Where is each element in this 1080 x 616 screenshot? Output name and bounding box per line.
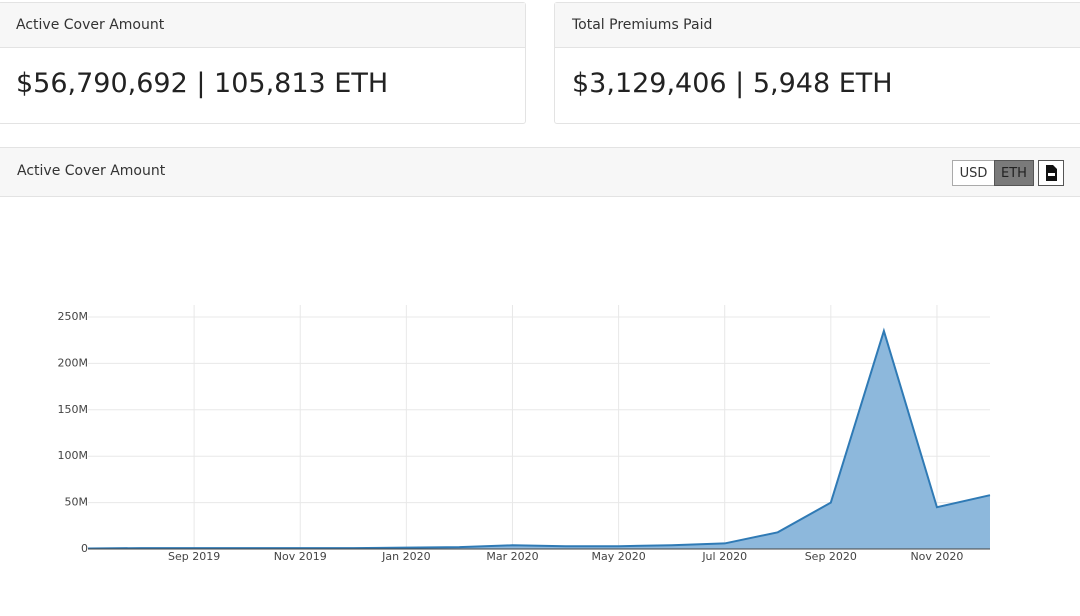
x-tick-label: Jul 2020 xyxy=(701,550,747,563)
y-tick-label: 0 xyxy=(81,542,88,555)
card-value: $3,129,406 | 5,948 ETH xyxy=(572,68,893,99)
x-tick-label: Jan 2020 xyxy=(381,550,430,563)
x-tick-label: Nov 2020 xyxy=(910,550,963,563)
y-tick-label: 250M xyxy=(58,310,89,323)
csv-icon xyxy=(1046,165,1057,181)
x-tick-label: Sep 2019 xyxy=(168,550,220,563)
card-title: Active Cover Amount xyxy=(0,3,525,48)
x-tick-label: Sep 2020 xyxy=(805,550,857,563)
card: Total Premiums Paid $3,129,406 | 5,948 E… xyxy=(554,2,1080,124)
area xyxy=(88,330,990,549)
panel-title: Active Cover Amount xyxy=(17,163,166,179)
card-value: $56,790,692 | 105,813 ETH xyxy=(16,68,389,99)
x-tick-label: Mar 2020 xyxy=(486,550,538,563)
line xyxy=(87,327,991,550)
download-button[interactable] xyxy=(1038,160,1064,186)
chart-header: Active Cover Amount USD ETH xyxy=(0,147,1080,197)
card: Active Cover Amount $56,790,692 | 105,81… xyxy=(0,2,526,124)
y-tick-label: 150M xyxy=(58,403,89,416)
y-tick-label: 50M xyxy=(65,496,89,509)
y-tick-label: 200M xyxy=(58,356,89,369)
eth-button[interactable]: ETH xyxy=(994,160,1034,186)
card-title: Total Premiums Paid xyxy=(555,3,1080,48)
y-tick-label: 100M xyxy=(58,449,89,462)
x-tick-label: Nov 2019 xyxy=(274,550,327,563)
usd-button[interactable]: USD xyxy=(952,160,995,186)
x-tick-label: May 2020 xyxy=(591,550,645,563)
